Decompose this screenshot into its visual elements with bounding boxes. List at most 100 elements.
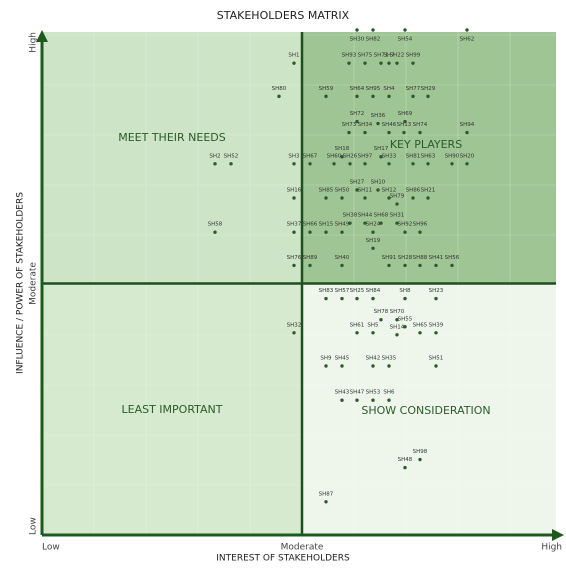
point-label: SH28 [398, 255, 413, 261]
point-label: SH30 [350, 36, 365, 42]
point-label: SH65 [413, 322, 428, 328]
point-label: SH87 [319, 491, 334, 497]
point-label: SH52 [224, 153, 239, 159]
point [340, 364, 344, 368]
point-label: SH31 [390, 213, 405, 219]
point-label: SH45 [335, 355, 350, 361]
point [418, 331, 422, 335]
point-label: SH78 [374, 309, 389, 315]
point [387, 398, 391, 402]
chart-title: STAKEHOLDERS MATRIX [217, 9, 350, 22]
point [403, 119, 407, 124]
point [395, 333, 399, 337]
point [347, 61, 351, 65]
point-label: SH85 [319, 187, 334, 193]
point-label: SH90 [445, 153, 460, 159]
point-label: SH61 [350, 322, 365, 328]
point-label: SH51 [429, 355, 444, 361]
point-label: SH83 [319, 288, 334, 294]
point [387, 364, 391, 368]
point-label: SH88 [413, 255, 428, 261]
point [387, 61, 391, 65]
point-label: SH81 [406, 153, 421, 159]
point [387, 94, 391, 99]
point-label: SH18 [335, 146, 350, 152]
y-tick-label: High [29, 32, 39, 53]
point [324, 500, 328, 504]
point [363, 61, 367, 65]
point-label: SH2 [209, 153, 220, 159]
point-label: SH44 [358, 213, 373, 219]
point-label: SH33 [382, 153, 397, 159]
point [434, 296, 438, 301]
point [371, 398, 375, 402]
point [387, 196, 391, 200]
point-label: SH6 [383, 390, 395, 396]
point [371, 230, 375, 234]
point-label: SH55 [398, 316, 413, 322]
point [371, 364, 375, 368]
point-label: SH34 [358, 122, 373, 128]
point [403, 263, 407, 268]
x-tick-label: High [541, 543, 562, 553]
point-label: SH77 [406, 86, 421, 92]
point [403, 230, 407, 234]
point [348, 162, 352, 166]
point-label: SH94 [460, 122, 475, 128]
point-label: SH91 [382, 255, 397, 261]
point-label: SH76 [287, 255, 302, 261]
point [465, 162, 469, 166]
point [418, 130, 422, 135]
point [411, 94, 415, 99]
point [403, 465, 407, 470]
point [355, 119, 359, 124]
point [355, 398, 359, 402]
quadrant-label: MEET THEIR NEEDS [118, 131, 226, 144]
point-label: SH35 [382, 355, 397, 361]
point-label: SH68 [374, 213, 389, 219]
point [418, 457, 422, 462]
point [355, 188, 359, 192]
point-label: SH4 [383, 86, 395, 92]
point [324, 364, 328, 368]
point [379, 221, 383, 225]
point-label: SH20 [460, 153, 475, 159]
point-label: SH10 [371, 179, 386, 185]
point [376, 188, 380, 192]
point-label: SH75 [358, 53, 373, 59]
point-label: SH11 [358, 187, 373, 193]
point-label: SH53 [366, 390, 381, 396]
point [376, 121, 380, 126]
point [402, 130, 406, 135]
point-label: SH14 [390, 324, 405, 330]
point [411, 162, 415, 166]
point-label: SH15 [319, 222, 334, 228]
point-label: SH56 [445, 255, 460, 261]
arrow [552, 529, 564, 541]
point-label: SH69 [398, 111, 413, 117]
point-label: SH63 [421, 153, 436, 159]
point [387, 162, 391, 166]
point-label: SH22 [390, 53, 405, 59]
x-axis-label: INTEREST OF STAKEHOLDERS [216, 554, 350, 564]
point-label: SH9 [320, 355, 332, 361]
point [292, 331, 296, 335]
point [340, 296, 344, 301]
point [411, 61, 415, 65]
point-label: SH27 [350, 179, 365, 185]
point-label: SH36 [371, 113, 386, 119]
point [340, 155, 344, 159]
point-label: SH93 [342, 53, 357, 59]
quadrant [302, 283, 556, 535]
point-label: SH54 [398, 36, 413, 42]
y-tick-label: Low [29, 517, 39, 535]
point-label: SH86 [406, 187, 421, 193]
point-label: SH66 [303, 222, 318, 228]
point-label: SH67 [303, 153, 318, 159]
point-label: SH21 [421, 187, 436, 193]
point-label: SH29 [421, 86, 436, 92]
point-label: SH49 [335, 222, 350, 228]
point-label: SH70 [390, 309, 405, 315]
point [355, 28, 359, 32]
point [363, 221, 367, 225]
